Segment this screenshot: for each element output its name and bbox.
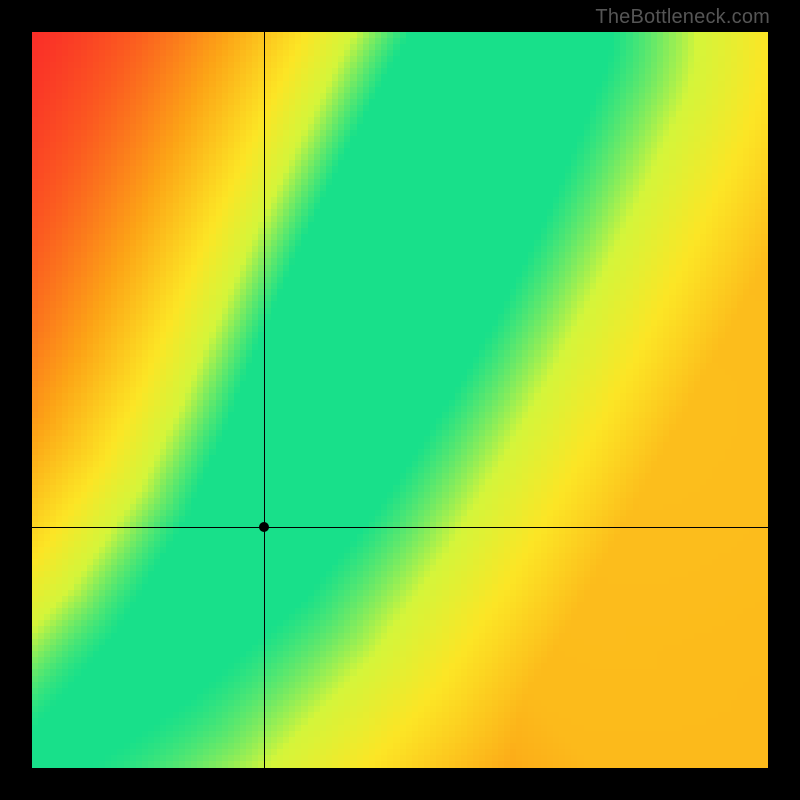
plot-area [32,32,768,768]
bottleneck-heatmap [32,32,768,768]
page-root: TheBottleneck.com [0,0,800,800]
crosshair-vertical [264,32,265,768]
selection-marker-dot [259,522,269,532]
crosshair-horizontal [32,527,768,528]
watermark-text: TheBottleneck.com [595,6,770,29]
